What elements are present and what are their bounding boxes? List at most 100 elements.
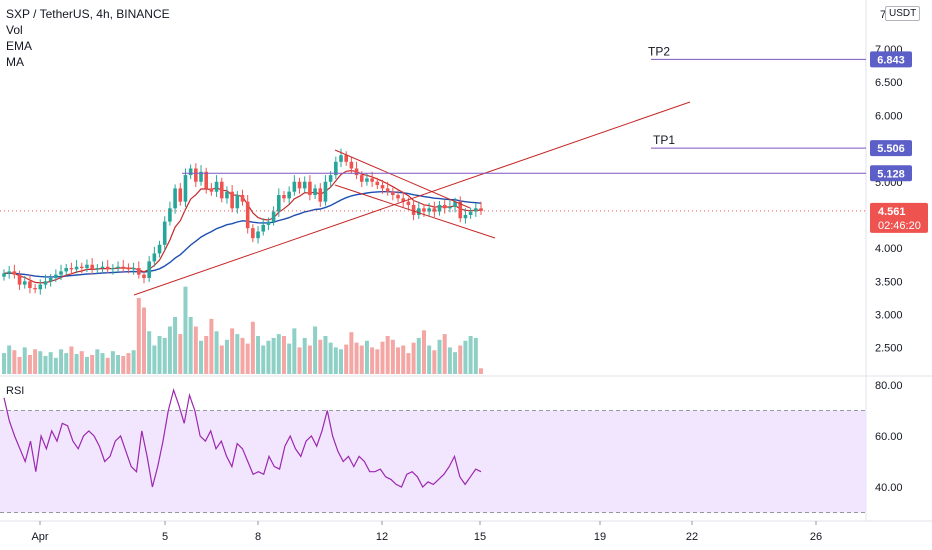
candle-body: [458, 201, 463, 219]
tp2-tag-label: 6.843: [877, 54, 905, 66]
candle-body: [214, 181, 219, 192]
candle-body: [339, 155, 343, 162]
volume-bar: [401, 345, 406, 374]
legend-vol[interactable]: Vol: [6, 23, 23, 37]
volume-bar: [69, 346, 74, 374]
candle-body: [245, 201, 250, 229]
candle-body: [219, 181, 224, 199]
candle-body: [375, 181, 380, 186]
candle-body: [59, 271, 63, 275]
volume-bar: [53, 357, 58, 374]
volume-bar: [230, 328, 235, 374]
time-tick-label: 26: [810, 531, 822, 543]
volume-bar: [370, 347, 375, 374]
candle-body: [168, 208, 172, 222]
candle-body: [2, 273, 6, 277]
candle-body: [194, 168, 198, 182]
candle-body: [287, 191, 291, 199]
candle-body: [391, 191, 395, 196]
candle-body: [328, 175, 333, 182]
candle-body: [235, 195, 240, 209]
price-tick-label: 2.500: [875, 343, 903, 355]
volume-bar: [479, 368, 483, 374]
volume-bar: [84, 356, 89, 374]
candle-body: [411, 204, 416, 215]
candle-body: [432, 208, 437, 212]
last-price-tag-label: 4.561: [878, 206, 906, 218]
candle-body: [474, 208, 478, 212]
candle-body: [380, 185, 385, 189]
candle-body: [225, 191, 229, 199]
candle-body: [157, 244, 162, 254]
volume-bar: [313, 326, 318, 374]
volume-bar: [375, 349, 380, 374]
volume-bar: [74, 354, 79, 374]
wedge-lower-line: [334, 184, 496, 239]
candle-body: [22, 281, 27, 285]
volume-bar: [421, 330, 426, 374]
volume-bar: [406, 353, 411, 374]
candle-body: [209, 188, 214, 192]
volume-bar: [131, 350, 136, 374]
candle-body: [422, 208, 426, 212]
candle-body: [282, 195, 286, 199]
candle-body: [95, 268, 100, 270]
candle-body: [385, 188, 390, 192]
volume-bar: [147, 331, 152, 374]
volume-bar: [136, 298, 141, 374]
volume-bar: [354, 342, 359, 374]
candle-body: [334, 161, 338, 176]
candle-body: [318, 188, 323, 202]
candle-body: [230, 191, 234, 209]
candle-body: [7, 271, 11, 274]
volume-bar: [178, 334, 183, 374]
volume-bar: [100, 353, 105, 374]
time-tick-label: Apr: [31, 531, 48, 543]
volume-bar: [214, 331, 219, 374]
volume-bar: [437, 339, 442, 374]
candle-body: [178, 188, 183, 202]
candle-body: [271, 211, 276, 222]
volume-bar: [240, 337, 245, 374]
legend-ema[interactable]: EMA: [6, 39, 33, 53]
candle-body: [142, 274, 146, 278]
volume-bar: [245, 343, 250, 374]
legend-ma[interactable]: MA: [6, 55, 24, 69]
volume-bar: [256, 336, 261, 374]
currency-badge[interactable]: USDT: [885, 6, 921, 21]
candle-body: [79, 266, 84, 269]
volume-bar: [105, 357, 110, 374]
candle-body: [173, 188, 177, 209]
candle-body: [38, 284, 43, 290]
volume-bar: [447, 347, 452, 374]
volume-bar: [271, 337, 276, 374]
candle-body: [427, 208, 431, 212]
volume-bar: [90, 355, 95, 374]
volume-bar: [385, 336, 390, 374]
volume-bar: [224, 339, 229, 374]
symbol-title: SXP / TetherUS, 4h, BINANCE: [6, 7, 170, 21]
volume-bar: [339, 349, 344, 374]
volume-bar: [64, 353, 69, 374]
candle-body: [90, 264, 94, 270]
candle-body: [17, 274, 22, 285]
candle-body: [131, 268, 136, 270]
time-tick-label: 15: [474, 531, 486, 543]
candle-body: [437, 204, 442, 212]
candle-body: [152, 253, 157, 262]
volume-bar: [43, 355, 48, 374]
countdown-label: 02:46:20: [878, 220, 921, 232]
candle-body: [111, 268, 115, 270]
ascending-trendline: [133, 101, 691, 296]
chart-legend: SXP / TetherUS, 4h, BINANCE Vol EMA MA: [6, 6, 170, 70]
volume-bar: [396, 347, 401, 374]
volume-bar: [12, 350, 17, 374]
volume-bar: [323, 336, 328, 374]
volume-bar: [276, 334, 281, 374]
volume-bar: [157, 336, 162, 374]
candle-body: [344, 155, 348, 162]
candle-body: [162, 221, 167, 245]
candle-body: [453, 201, 457, 207]
volume-bar: [359, 345, 364, 374]
